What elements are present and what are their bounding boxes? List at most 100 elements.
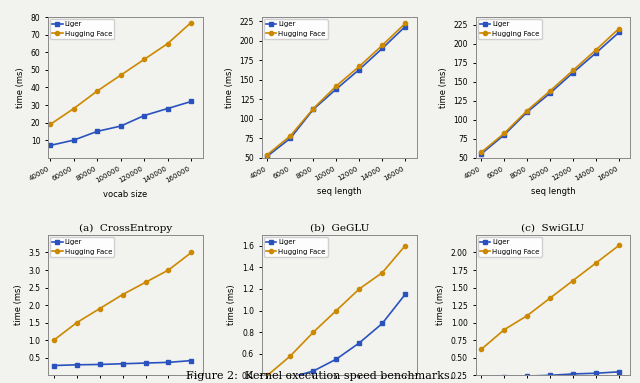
- Line: Hugging Face: Hugging Face: [266, 21, 407, 157]
- Y-axis label: time (ms): time (ms): [439, 67, 448, 108]
- Liger: [569, 372, 577, 376]
- Liger: [615, 30, 623, 35]
- Line: Hugging Face: Hugging Face: [48, 20, 193, 126]
- Hugging Face: [333, 83, 340, 88]
- Hugging Face: [355, 286, 363, 291]
- Liger: [615, 370, 623, 374]
- Hugging Face: [592, 261, 600, 265]
- Hugging Face: [141, 280, 149, 285]
- Hugging Face: [164, 268, 172, 272]
- Legend: Liger, Hugging Face: Liger, Hugging Face: [50, 237, 114, 257]
- Hugging Face: [524, 313, 531, 318]
- X-axis label: vocab size: vocab size: [103, 190, 148, 198]
- Hugging Face: [70, 106, 77, 111]
- Line: Liger: Liger: [52, 358, 193, 368]
- Liger: [47, 143, 54, 148]
- Line: Liger: Liger: [266, 292, 407, 383]
- Liger: [73, 363, 81, 367]
- Hugging Face: [47, 122, 54, 127]
- Hugging Face: [164, 41, 172, 46]
- Hugging Face: [569, 68, 577, 73]
- Liger: [264, 378, 271, 383]
- Hugging Face: [477, 347, 485, 352]
- Liger: [333, 87, 340, 91]
- Y-axis label: time (ms): time (ms): [13, 285, 22, 326]
- Hugging Face: [93, 88, 101, 93]
- Hugging Face: [378, 43, 386, 47]
- Hugging Face: [287, 354, 294, 358]
- Hugging Face: [119, 292, 127, 297]
- Line: Liger: Liger: [479, 370, 621, 381]
- X-axis label: seq length: seq length: [531, 187, 575, 196]
- Y-axis label: time (ms): time (ms): [225, 67, 234, 108]
- Liger: [547, 373, 554, 378]
- Hugging Face: [188, 250, 195, 255]
- Liger: [355, 67, 363, 72]
- Hugging Face: [310, 330, 317, 334]
- Liger: [188, 99, 195, 104]
- Hugging Face: [569, 278, 577, 283]
- Hugging Face: [73, 320, 81, 325]
- Liger: [592, 51, 600, 55]
- Hugging Face: [264, 152, 271, 157]
- Line: Liger: Liger: [48, 100, 193, 147]
- Hugging Face: [500, 131, 508, 136]
- Hugging Face: [477, 150, 485, 155]
- Liger: [70, 138, 77, 142]
- Y-axis label: time (ms): time (ms): [16, 67, 25, 108]
- Hugging Face: [547, 88, 554, 93]
- X-axis label: seq length: seq length: [317, 187, 362, 196]
- Liger: [140, 113, 148, 118]
- Hugging Face: [615, 26, 623, 31]
- Hugging Face: [378, 270, 386, 275]
- Hugging Face: [264, 373, 271, 378]
- Legend: Liger, Hugging Face: Liger, Hugging Face: [50, 19, 114, 39]
- Hugging Face: [50, 338, 58, 342]
- Hugging Face: [355, 64, 363, 69]
- Liger: [378, 321, 386, 326]
- Liger: [477, 152, 485, 156]
- Hugging Face: [592, 47, 600, 52]
- Liger: [188, 358, 195, 363]
- Liger: [500, 375, 508, 380]
- Hugging Face: [310, 106, 317, 111]
- Hugging Face: [401, 244, 409, 248]
- Liger: [310, 369, 317, 373]
- Hugging Face: [117, 73, 125, 77]
- Hugging Face: [401, 21, 409, 26]
- Liger: [378, 46, 386, 51]
- Hugging Face: [524, 108, 531, 113]
- Line: Hugging Face: Hugging Face: [266, 244, 407, 377]
- Title: (c)  SwiGLU: (c) SwiGLU: [522, 224, 584, 233]
- Liger: [264, 154, 271, 159]
- Liger: [355, 340, 363, 345]
- Liger: [50, 363, 58, 368]
- Title: (b)  GeGLU: (b) GeGLU: [310, 224, 369, 233]
- Liger: [524, 374, 531, 378]
- Liger: [401, 24, 409, 29]
- Title: (a)  CrossEntropy: (a) CrossEntropy: [79, 224, 172, 233]
- Line: Hugging Face: Hugging Face: [52, 250, 193, 342]
- Liger: [547, 91, 554, 95]
- Legend: Liger, Hugging Face: Liger, Hugging Face: [264, 19, 328, 39]
- Hugging Face: [500, 327, 508, 332]
- Liger: [477, 376, 485, 381]
- Liger: [119, 362, 127, 366]
- Line: Liger: Liger: [479, 30, 621, 156]
- Hugging Face: [96, 306, 104, 311]
- Hugging Face: [547, 296, 554, 300]
- Hugging Face: [333, 308, 340, 313]
- Line: Hugging Face: Hugging Face: [479, 26, 621, 154]
- Y-axis label: time (ms): time (ms): [436, 285, 445, 326]
- Line: Liger: Liger: [266, 25, 407, 158]
- Liger: [569, 70, 577, 75]
- Liger: [141, 361, 149, 365]
- Liger: [287, 375, 294, 380]
- Liger: [164, 106, 172, 111]
- Liger: [164, 360, 172, 365]
- Liger: [96, 362, 104, 367]
- Y-axis label: time (ms): time (ms): [227, 285, 236, 326]
- Liger: [401, 292, 409, 296]
- Liger: [592, 371, 600, 376]
- Liger: [500, 133, 508, 137]
